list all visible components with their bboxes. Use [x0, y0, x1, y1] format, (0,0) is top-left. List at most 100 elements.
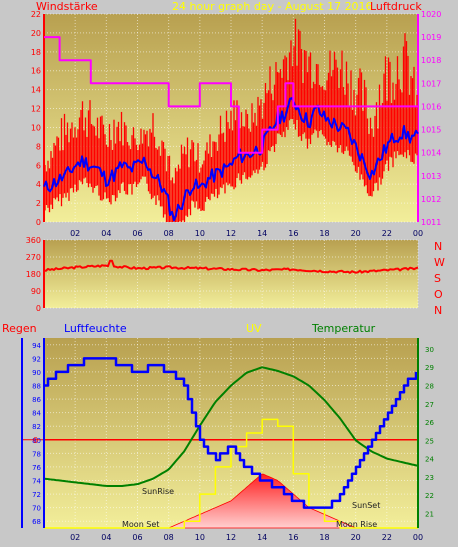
pressure-tick-label: 1019: [421, 33, 441, 42]
x-tick-label: 14: [257, 533, 267, 542]
direction-tick-label: 0: [36, 304, 41, 313]
wind-axis-label: Windstärke: [36, 0, 98, 13]
direction-tick-label: 270: [26, 253, 41, 262]
wind-tick-label: 10: [31, 123, 41, 132]
pressure-tick-label: 1011: [421, 218, 441, 227]
pressure-line: [44, 36, 418, 154]
humidity-temperature-series: [22, 357, 419, 529]
x-tick-label: 18: [319, 533, 329, 542]
humidity-tick-label: 86: [32, 396, 41, 404]
x-tick-label: 06: [132, 229, 142, 238]
moonrise-label: Moon Rise: [336, 520, 377, 529]
humidity-tick-label: 70: [32, 505, 41, 513]
pressure-series: [44, 36, 418, 154]
x-tick-label: 14: [257, 229, 267, 238]
x-tick-label: 10: [195, 533, 205, 542]
wind-tick-label: 14: [31, 86, 41, 95]
x-tick-label: 20: [351, 229, 361, 238]
temperature-tick-label: 29: [425, 364, 434, 372]
temperature-tick-label: 26: [425, 419, 434, 427]
wind-axes: 0246810121416182022101110121013101410151…: [31, 10, 442, 238]
humidity-tick-label: 68: [32, 518, 41, 526]
x-tick-label: 18: [319, 229, 329, 238]
pressure-tick-label: 1020: [421, 10, 441, 19]
humidity-tick-label: 90: [32, 369, 41, 377]
humidity-tick-label: 94: [32, 342, 41, 350]
x-tick-label: 20: [351, 533, 361, 542]
wind-tick-label: 16: [31, 67, 41, 76]
humidity-tick-label: 74: [32, 478, 41, 486]
pressure-tick-label: 1015: [421, 126, 441, 135]
direction-tick-label: 360: [26, 236, 41, 245]
x-tick-label: 10: [195, 229, 205, 238]
humidity-tick-label: 80: [32, 437, 41, 445]
x-tick-label: 22: [382, 533, 392, 542]
direction-tick-label: 180: [26, 270, 41, 279]
humidity-tick-label: 82: [32, 423, 41, 431]
humidity-plot-area: [44, 338, 418, 528]
compass-label: N: [434, 240, 442, 253]
x-tick-label: 08: [164, 229, 174, 238]
direction-line: [43, 259, 419, 274]
humidity-tick-label: 78: [32, 450, 41, 458]
humidity-tick-label: 76: [32, 464, 41, 472]
rain-label: Regen: [2, 322, 37, 335]
x-tick-label: 00: [413, 229, 423, 238]
uv-label: UV: [246, 322, 262, 335]
temperature-tick-label: 22: [425, 492, 434, 500]
compass-label: O: [434, 288, 443, 301]
humidity-label: Luftfeuchte: [64, 322, 127, 335]
x-tick-label: 02: [70, 229, 80, 238]
pressure-tick-label: 1013: [421, 172, 441, 181]
temperature-tick-label: 30: [425, 346, 434, 354]
x-tick-label: 04: [101, 533, 111, 542]
temperature-line: [43, 366, 419, 487]
humidity-tick-label: 88: [32, 383, 41, 391]
direction-tick-label: 90: [31, 287, 41, 296]
x-tick-label: 22: [382, 229, 392, 238]
wind-tick-label: 6: [36, 161, 41, 170]
humidity-axes: 68 70 72 74 76 78 80 82 84 86 88 90 92 94 21 22 23 24 25 26…: [32, 342, 434, 542]
moonset-label: Moon Set: [122, 520, 159, 529]
sunrise-label: SunRise: [142, 487, 174, 496]
x-tick-label: 12: [226, 533, 236, 542]
wind-tick-label: 18: [31, 48, 41, 57]
wind-tick-label: 4: [36, 180, 41, 189]
compass-label: W: [434, 256, 445, 269]
wind-tick-label: 22: [31, 10, 41, 19]
x-tick-label: 06: [132, 533, 142, 542]
wind-tick-label: 0: [36, 218, 41, 227]
wind-tick-label: 8: [36, 142, 41, 151]
compass-label: S: [434, 272, 441, 285]
pressure-tick-label: 1012: [421, 195, 441, 204]
x-tick-label: 12: [226, 229, 236, 238]
x-tick-label: 00: [413, 533, 423, 542]
humidity-tick-label: 72: [32, 491, 41, 499]
temperature-tick-label: 27: [425, 401, 434, 409]
pressure-tick-label: 1014: [421, 149, 441, 158]
wind-tick-label: 2: [36, 199, 41, 208]
x-tick-label: 16: [288, 229, 298, 238]
wind-tick-label: 12: [31, 105, 41, 114]
x-tick-label: 16: [288, 533, 298, 542]
sunset-label: SunSet: [352, 501, 380, 510]
temperature-tick-label: 23: [425, 474, 434, 482]
wind-tick-label: 20: [31, 29, 41, 38]
pressure-tick-label: 1017: [421, 79, 441, 88]
compass-label: N: [434, 304, 442, 317]
x-tick-label: 04: [101, 229, 111, 238]
humidity-tick-label: 92: [32, 355, 41, 363]
pressure-axis-label: Luftdruck: [370, 0, 422, 13]
wind-mean-line: [43, 97, 419, 222]
rain-zero-label: 0: [33, 436, 38, 445]
direction-axes: 0 90 180 270 360: [26, 236, 45, 313]
temperature-tick-label: 28: [425, 383, 434, 391]
humidity-tick-label: 84: [32, 410, 41, 418]
temperature-tick-label: 24: [425, 456, 434, 464]
temperature-label: Temperatur: [311, 322, 376, 335]
chart-title: 24 hour graph day - August 17 2016: [172, 0, 373, 13]
direction-grid: [44, 239, 419, 309]
